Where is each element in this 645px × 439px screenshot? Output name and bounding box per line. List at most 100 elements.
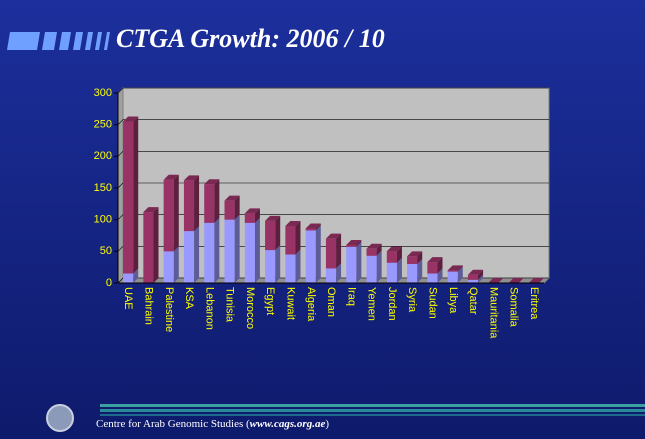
- y-tick-label: 100: [94, 214, 112, 226]
- bar-segment: [346, 245, 357, 247]
- bar-segment-side: [396, 257, 402, 283]
- x-tick-label: Kuwait: [285, 287, 297, 320]
- bar-segment-side: [478, 269, 484, 280]
- bar-segment-side: [336, 233, 342, 269]
- bar-segment-side: [295, 249, 301, 283]
- bar-segment-top: [305, 223, 321, 229]
- bar-segment: [386, 251, 397, 263]
- x-tick-label: Jordan: [386, 287, 398, 321]
- bar-segment: [285, 226, 296, 255]
- bar-segment-top: [285, 221, 301, 226]
- grid-line: [117, 151, 549, 157]
- bar-segment: [366, 248, 377, 256]
- bar-segment-top: [488, 278, 504, 283]
- bar-segment-side: [457, 265, 463, 272]
- x-tick-label: Iraq: [345, 287, 357, 306]
- bar-segment-top: [224, 195, 240, 201]
- bar-segment: [346, 246, 357, 283]
- bar-segment-side: [356, 240, 362, 247]
- bar-segment-top: [427, 257, 443, 263]
- x-tick-label: Libya: [447, 287, 459, 314]
- x-tick-label: Mauritania: [487, 287, 499, 339]
- grid-line: [117, 246, 549, 252]
- bar-segment: [427, 262, 438, 274]
- x-tick-label: Tunisia: [224, 287, 236, 323]
- bar-segment: [123, 273, 134, 283]
- bar-segment-side: [214, 179, 220, 223]
- bar-segment-side: [356, 241, 362, 283]
- x-tick-label: Somalia: [508, 287, 520, 328]
- bar-segment: [183, 231, 195, 283]
- bar-segment-side: [194, 175, 200, 232]
- bar-segment-top: [528, 278, 544, 283]
- bar-segment: [305, 230, 316, 283]
- x-tick-label: Oman: [325, 287, 337, 317]
- bar-segment: [244, 213, 255, 223]
- y-tick-label: 200: [94, 150, 112, 162]
- footer: Centre for Arab Genomic Studies (www.cag…: [96, 418, 329, 430]
- bar-segment-side: [194, 226, 200, 283]
- bar-segment-side: [275, 245, 281, 283]
- bar-segment-side: [133, 268, 139, 283]
- bar-segment: [386, 262, 397, 283]
- x-tick-label: Egypt: [264, 287, 276, 315]
- y-tick-label: 0: [106, 277, 112, 289]
- footer-stripes: [100, 404, 645, 416]
- bar-segment-side: [254, 208, 260, 223]
- bar-segment-side: [315, 225, 321, 283]
- bar-segment-side: [315, 223, 321, 231]
- x-tick-label: Palestine: [163, 287, 175, 332]
- bar-segment-side: [153, 207, 159, 283]
- y-tick-label: 300: [94, 87, 112, 99]
- bar-segment-side: [214, 217, 220, 283]
- bar-segment-top: [265, 215, 281, 221]
- x-tick-label: KSA: [183, 287, 195, 310]
- grid-line: [117, 214, 549, 220]
- plot: 0 50 100 150 200 250 300 UAE Bahrain Palestine KSA…: [94, 86, 551, 339]
- footer-text: Centre for Arab Genomic Studies (: [96, 418, 250, 430]
- bar-segment-top: [325, 233, 342, 239]
- bar-segment: [325, 238, 337, 269]
- bar-segment-side: [376, 250, 382, 283]
- bar-segment: [183, 180, 195, 232]
- bar-segment: [244, 222, 255, 283]
- bar-segment-side: [173, 174, 179, 252]
- bar-segment: [163, 179, 174, 252]
- bar-segment: [447, 271, 458, 283]
- bar-segment-side: [295, 221, 301, 255]
- bar-segment: [427, 273, 438, 283]
- x-tick-label: Syria: [406, 287, 418, 313]
- bar-segment: [265, 250, 276, 283]
- footer-text: ): [325, 418, 329, 430]
- grid-line: [117, 277, 549, 284]
- footer-url: www.cags.org.ae: [250, 418, 326, 430]
- bar-segment-top: [407, 251, 423, 257]
- bar-segment-top: [143, 207, 159, 213]
- bar-segment-top: [183, 175, 200, 181]
- bar-segment-side: [417, 259, 423, 283]
- bar-segment-side: [437, 257, 443, 274]
- bar-segment: [407, 256, 418, 264]
- bar-segment: [123, 121, 134, 274]
- bar-segment-side: [234, 195, 240, 220]
- bar-segment-side: [457, 266, 463, 283]
- title-decoration: [7, 32, 110, 50]
- bar-segment: [163, 251, 174, 283]
- bar-segment: [325, 268, 337, 283]
- bar-segment: [447, 270, 458, 272]
- grid-line: [117, 119, 549, 125]
- bar-segment: [407, 264, 418, 283]
- bar-segment-top: [467, 269, 484, 275]
- bar-segment-side: [376, 243, 382, 256]
- bar-segment: [285, 254, 296, 283]
- bar-segment-side: [234, 214, 240, 283]
- bar-segment-side: [173, 246, 179, 283]
- bar-segment: [366, 255, 377, 283]
- bar-segment-top: [346, 240, 362, 245]
- bar-segment-side: [437, 268, 443, 283]
- bar-segment-top: [204, 179, 220, 185]
- bar-segment: [204, 222, 215, 283]
- x-tick-label: Algeria: [305, 287, 317, 322]
- bar-segment-top: [447, 265, 463, 271]
- bar-segment-top: [163, 174, 179, 180]
